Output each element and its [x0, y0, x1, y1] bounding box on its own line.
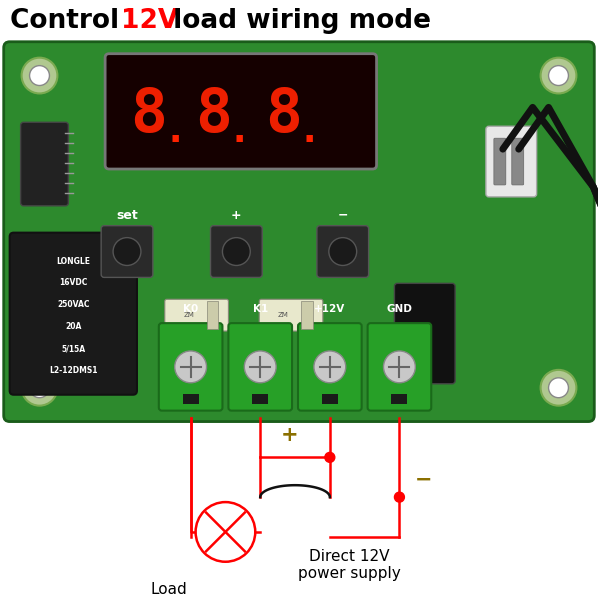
Text: Direct 12V
power supply: Direct 12V power supply — [298, 549, 401, 581]
Text: L2-12DMS1: L2-12DMS1 — [49, 366, 98, 375]
Circle shape — [22, 370, 58, 406]
Circle shape — [394, 492, 404, 502]
Text: +12V: +12V — [314, 304, 346, 314]
Circle shape — [175, 351, 206, 383]
Circle shape — [383, 351, 415, 383]
FancyBboxPatch shape — [229, 323, 292, 410]
Text: 250VAC: 250VAC — [57, 300, 89, 309]
Text: 12V: 12V — [121, 8, 178, 34]
FancyBboxPatch shape — [20, 122, 68, 206]
Text: ZM: ZM — [183, 312, 194, 318]
Text: +: + — [231, 209, 242, 222]
Text: 8: 8 — [265, 86, 301, 145]
FancyBboxPatch shape — [494, 138, 506, 185]
Text: 8: 8 — [265, 86, 301, 145]
FancyBboxPatch shape — [486, 126, 536, 197]
FancyBboxPatch shape — [105, 53, 377, 169]
Text: 5/15A: 5/15A — [61, 344, 85, 353]
Text: .: . — [227, 112, 251, 150]
FancyBboxPatch shape — [368, 323, 431, 410]
Bar — [252, 394, 268, 404]
Text: GND: GND — [386, 304, 412, 314]
FancyBboxPatch shape — [512, 138, 524, 185]
Text: 8: 8 — [130, 86, 167, 145]
FancyBboxPatch shape — [206, 301, 218, 329]
FancyBboxPatch shape — [211, 226, 262, 277]
Circle shape — [29, 378, 49, 398]
Circle shape — [29, 65, 49, 86]
Bar — [182, 394, 199, 404]
Circle shape — [548, 65, 568, 86]
Circle shape — [541, 58, 577, 94]
Text: 8: 8 — [130, 86, 167, 145]
Text: 8: 8 — [195, 86, 232, 145]
FancyBboxPatch shape — [10, 233, 137, 395]
Circle shape — [113, 238, 141, 265]
FancyBboxPatch shape — [259, 299, 323, 331]
FancyBboxPatch shape — [159, 323, 223, 410]
FancyBboxPatch shape — [101, 226, 153, 277]
FancyBboxPatch shape — [301, 301, 313, 329]
Text: .: . — [297, 112, 320, 150]
FancyBboxPatch shape — [165, 299, 229, 331]
Text: −: − — [415, 469, 432, 489]
Circle shape — [325, 452, 335, 463]
Text: .: . — [163, 112, 187, 150]
Circle shape — [541, 370, 577, 406]
FancyBboxPatch shape — [394, 283, 455, 384]
Circle shape — [329, 238, 356, 265]
Circle shape — [196, 502, 255, 562]
Text: +: + — [281, 425, 299, 445]
Text: load wiring mode: load wiring mode — [164, 8, 431, 34]
Circle shape — [223, 238, 250, 265]
Text: ZM: ZM — [278, 312, 289, 318]
Text: Load: Load — [151, 581, 188, 596]
FancyBboxPatch shape — [317, 226, 368, 277]
Circle shape — [244, 351, 276, 383]
Text: 20A: 20A — [65, 322, 82, 331]
Text: Control: Control — [10, 8, 128, 34]
FancyBboxPatch shape — [4, 42, 594, 422]
Text: 16VDC: 16VDC — [59, 278, 88, 287]
Circle shape — [314, 351, 346, 383]
Text: 8: 8 — [195, 86, 232, 145]
Circle shape — [22, 58, 58, 94]
Text: K1: K1 — [253, 304, 268, 314]
FancyBboxPatch shape — [298, 323, 362, 410]
Bar — [322, 394, 338, 404]
Text: K0: K0 — [183, 304, 198, 314]
Bar — [391, 394, 407, 404]
Text: −: − — [338, 209, 348, 222]
Text: LONGLE: LONGLE — [56, 257, 91, 266]
Circle shape — [548, 378, 568, 398]
Text: set: set — [116, 209, 138, 222]
